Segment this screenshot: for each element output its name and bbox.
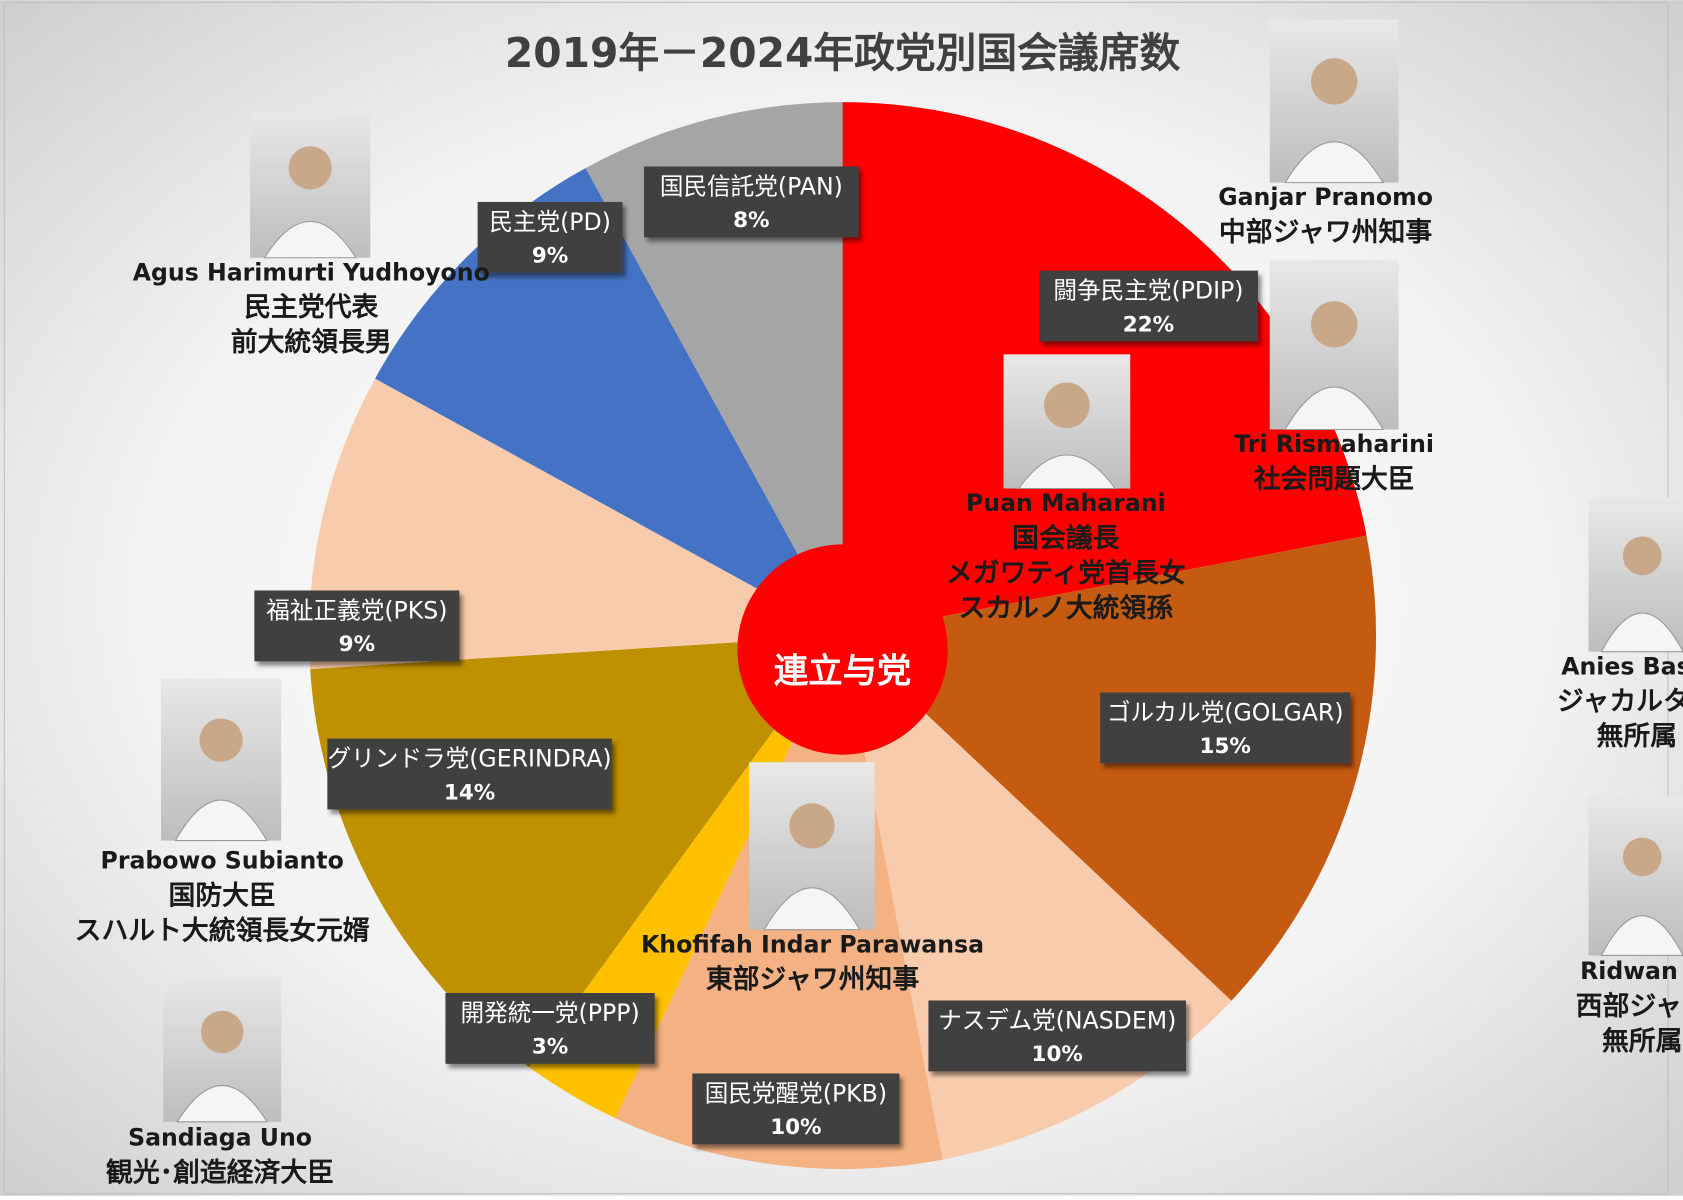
value-label: 14% (444, 780, 495, 805)
person-title: 東部ジャワ州知事 (706, 963, 919, 995)
data-labels: 闘争民主党(PDIP) 22% ゴルカル党(GOLGAR) 15% ナスデム党(NASD… (254, 166, 1351, 1145)
category-label: 民主党(PD) (489, 208, 611, 236)
photo-body (1284, 141, 1385, 184)
label-box (477, 201, 623, 273)
center-circle (737, 544, 948, 755)
label-box (1038, 270, 1258, 342)
value-label: 8% (733, 208, 769, 233)
value-label: 3% (532, 1035, 568, 1060)
label-box (1100, 692, 1351, 764)
person-name: Agus Harimurti Yudhoyono (133, 258, 490, 286)
person-title: 中部ジャワ州知事 (1219, 216, 1432, 248)
photo-head (789, 803, 835, 849)
person-name: Puan Maharani (966, 489, 1166, 517)
photo-head (1044, 382, 1090, 429)
person-title: 社会問題大臣 (1254, 463, 1415, 495)
label-box (327, 738, 612, 810)
label-box (445, 992, 655, 1064)
person-name: Anies Basw (1561, 652, 1683, 680)
category-label: 開発統一党(PPP) (460, 999, 639, 1027)
people: Ganjar Pranomo 中部ジャワ州知事 Tri Rismaharini 社会問… (75, 19, 1683, 1188)
category-label: 闘争民主党(PDIP) (1053, 277, 1243, 305)
label-box (692, 1073, 900, 1145)
category-label: 国民党醒党(PKB) (705, 1079, 887, 1107)
person-title: 国防大臣 (169, 880, 276, 911)
person-name: Sandiaga Uno (128, 1123, 312, 1151)
person-title: 西部ジャワ (1576, 990, 1683, 1022)
photo-body (176, 1085, 269, 1123)
person-title: メガワティ党首長女 (946, 557, 1186, 589)
person-title: スカルノ大統領孫 (959, 592, 1174, 624)
person-title: スハルト大統領長女元婿 (75, 914, 370, 946)
photo-body (1600, 612, 1683, 653)
person-name: Ridwan K (1580, 957, 1683, 985)
chart-title: 2019年－2024年政党別国会議席数 (505, 29, 1181, 77)
label-box (644, 166, 859, 238)
label-box (254, 590, 460, 662)
person-name: Prabowo Subianto (101, 847, 344, 875)
label-box (928, 1000, 1187, 1072)
person-title: ジャカルタ州 (1557, 686, 1683, 717)
pie-slice (842, 535, 1377, 1001)
person-title: 無所属 (1602, 1026, 1682, 1057)
value-label: 22% (1123, 312, 1174, 337)
photo-head (1310, 58, 1358, 105)
value-label: 10% (770, 1115, 821, 1140)
photo-body (1017, 454, 1117, 490)
category-label: 福祉正義党(PKS) (266, 596, 447, 624)
category-label: ゴルカル党(GOLGAR) (1107, 698, 1344, 726)
category-label: ナスデム党(NASDEM) (938, 1006, 1176, 1034)
photo-head (288, 146, 332, 190)
value-label: 9% (532, 244, 568, 269)
photo-body (1284, 386, 1385, 431)
person-title: 無所属 (1597, 721, 1677, 752)
photo-body (1600, 915, 1683, 956)
category-label: グリンドラ党(GERINDRA) (328, 745, 612, 773)
photo-head (1622, 536, 1662, 576)
person-name: Tri Rismaharini (1234, 430, 1434, 458)
person-title: 国会議長 (1012, 523, 1119, 554)
person-name: Khofifah Indar Parawansa (641, 930, 984, 958)
category-label: 国民信託党(PAN) (660, 172, 843, 200)
value-label: 9% (339, 632, 375, 657)
photo-head (1310, 301, 1358, 348)
photo-head (200, 1010, 244, 1054)
person-title: 民主党代表 (244, 292, 378, 323)
photo-head (1622, 837, 1662, 877)
photo-head (199, 718, 243, 762)
person-name: Ganjar Pranomo (1218, 183, 1433, 211)
photo-body (263, 221, 357, 259)
center-label: 連立与党 (774, 652, 911, 692)
value-label: 10% (1032, 1042, 1083, 1067)
photo-body (174, 799, 268, 842)
person-title: 前大統領長男 (231, 326, 392, 358)
value-label: 15% (1200, 734, 1251, 759)
pie-slice (375, 168, 843, 636)
person-title: 観光･創造経済大臣 (106, 1156, 334, 1188)
photo-body (763, 887, 861, 931)
